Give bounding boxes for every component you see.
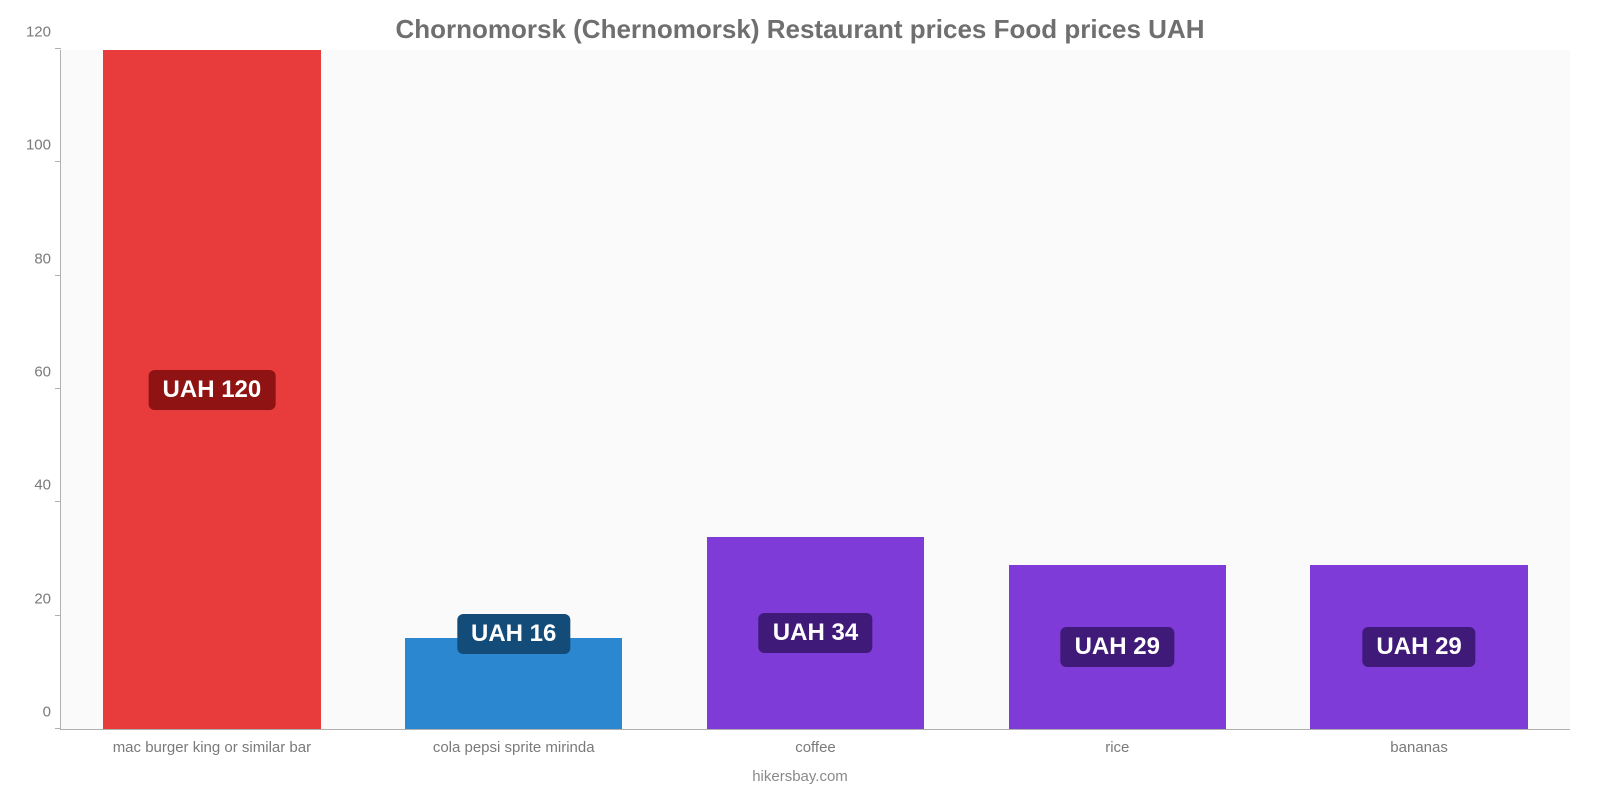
x-category-label: coffee <box>795 739 836 756</box>
chart-credit: hikersbay.com <box>0 768 1600 785</box>
y-tick-mark <box>55 728 61 729</box>
chart-container: Chornomorsk (Chernomorsk) Restaurant pri… <box>0 0 1600 800</box>
y-tick-label: 100 <box>26 137 51 154</box>
y-tick-label: 60 <box>34 364 51 381</box>
bar-slot: UAH 29rice <box>966 50 1268 729</box>
y-tick-label: 0 <box>43 704 51 721</box>
bar-slot: UAH 120mac burger king or similar bar <box>61 50 363 729</box>
y-tick-mark <box>55 48 61 49</box>
bar-value-label: UAH 120 <box>149 370 276 410</box>
y-tick-label: 20 <box>34 590 51 607</box>
y-tick-mark <box>55 161 61 162</box>
y-tick-label: 40 <box>34 477 51 494</box>
bar: UAH 29 <box>1310 565 1527 729</box>
bar: UAH 29 <box>1009 565 1226 729</box>
x-category-label: bananas <box>1390 739 1448 756</box>
x-category-label: mac burger king or similar bar <box>113 739 311 756</box>
y-tick-mark <box>55 615 61 616</box>
bar-value-label: UAH 16 <box>457 614 570 654</box>
x-category-label: cola pepsi sprite mirinda <box>433 739 595 756</box>
bar: UAH 16 <box>405 638 622 729</box>
y-tick-mark <box>55 388 61 389</box>
bar-value-label: UAH 29 <box>1061 627 1174 667</box>
chart-bars-row: UAH 120mac burger king or similar barUAH… <box>61 50 1570 729</box>
bar: UAH 120 <box>103 50 320 729</box>
bar-slot: UAH 34coffee <box>665 50 967 729</box>
bar-slot: UAH 29bananas <box>1268 50 1570 729</box>
bar-value-label: UAH 29 <box>1362 627 1475 667</box>
bar: UAH 34 <box>707 537 924 729</box>
bar-value-label: UAH 34 <box>759 613 872 653</box>
chart-plot-area: UAH 120mac burger king or similar barUAH… <box>60 50 1570 730</box>
y-tick-mark <box>55 501 61 502</box>
chart-title: Chornomorsk (Chernomorsk) Restaurant pri… <box>0 14 1600 45</box>
bar-slot: UAH 16cola pepsi sprite mirinda <box>363 50 665 729</box>
x-category-label: rice <box>1105 739 1129 756</box>
y-tick-label: 120 <box>26 24 51 41</box>
y-tick-label: 80 <box>34 250 51 267</box>
y-tick-mark <box>55 275 61 276</box>
